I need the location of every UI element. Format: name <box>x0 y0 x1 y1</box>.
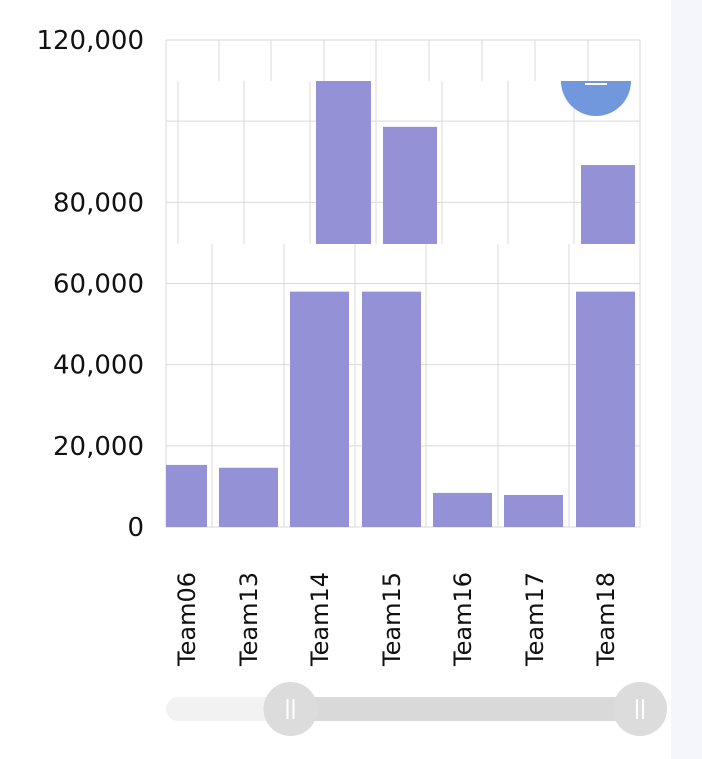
y-tick-label: 120,000 <box>36 26 144 56</box>
bubble-marker <box>561 81 631 116</box>
x-tick-label: Team06 <box>173 572 201 667</box>
x-tick-label: Team15 <box>378 572 406 667</box>
bar-overlay-team15 <box>383 126 437 244</box>
zoom-slider[interactable] <box>166 682 667 736</box>
side-panel <box>671 0 702 759</box>
y-tick-label: 0 <box>127 513 144 543</box>
x-axis-ticks: Team06 Team13 Team14 Team15 Team16 Team17 Team… <box>173 572 620 667</box>
y-tick-label: 20,000 <box>53 432 144 462</box>
bar-team14 <box>290 291 349 527</box>
x-tick-label: Team18 <box>592 572 620 667</box>
x-tick-label: Team17 <box>521 572 549 667</box>
bar-team18 <box>576 291 635 527</box>
slider-selected-range[interactable] <box>290 697 641 721</box>
x-tick-label: Team16 <box>449 572 477 667</box>
y-tick-label: 60,000 <box>53 270 144 300</box>
slider-handle-right[interactable] <box>613 682 667 736</box>
slider-handle-knob <box>613 682 667 736</box>
bar-team17 <box>504 494 563 527</box>
slider-handle-knob <box>263 682 318 736</box>
bar-team13 <box>219 467 278 527</box>
bar-overlay-team18 <box>581 165 635 244</box>
bar-overlay-team14 <box>316 81 371 244</box>
bar-team16 <box>433 492 492 527</box>
y-axis-ticks: 0 20,000 40,000 60,000 80,000 120,000 <box>36 26 144 543</box>
y-tick-label: 80,000 <box>53 188 144 218</box>
slider-handle-left[interactable] <box>263 682 318 736</box>
bar-team06 <box>166 464 207 527</box>
x-tick-label: Team14 <box>306 572 334 667</box>
bars <box>166 81 635 527</box>
bar-team15 <box>362 291 421 527</box>
y-tick-label: 40,000 <box>53 351 144 381</box>
x-tick-label: Team13 <box>235 572 263 667</box>
